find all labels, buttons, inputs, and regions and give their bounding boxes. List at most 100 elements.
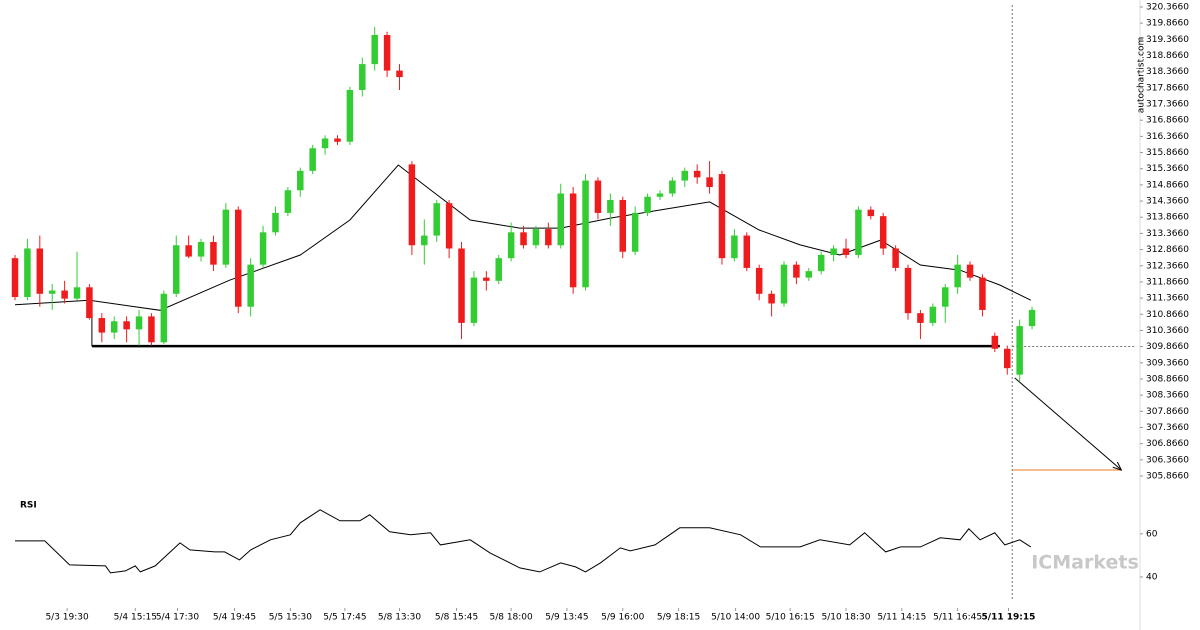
candle-body	[991, 335, 999, 349]
candle-body	[842, 248, 850, 255]
candle-body	[780, 264, 788, 304]
y-tick-label: 316.3660	[1146, 132, 1189, 142]
candle-body	[483, 277, 490, 281]
x-tick-label: 5/9 18:15	[657, 613, 700, 623]
candle-body	[495, 258, 502, 281]
y-tick-label: 313.8660	[1146, 213, 1189, 223]
candle-body	[86, 287, 93, 319]
candle-body	[718, 174, 726, 259]
candle-body	[172, 245, 180, 294]
candle-body	[110, 321, 118, 333]
candle-body	[321, 138, 329, 149]
candle-body	[396, 70, 403, 78]
x-tick-label: 5/11 19:15	[982, 613, 1036, 623]
x-tick-label: 5/5 15:30	[269, 613, 313, 623]
x-tick-label: 5/10 18:30	[821, 613, 870, 623]
candle-body	[569, 193, 577, 288]
y-tick-label: 318.8660	[1146, 51, 1189, 61]
y-tick-label: 320.3660	[1146, 3, 1189, 13]
candle-body	[421, 235, 428, 246]
x-tick-label: 5/4 19:45	[213, 613, 256, 623]
candle-body	[917, 313, 924, 323]
candle-body	[235, 209, 242, 307]
candle-body	[259, 232, 267, 265]
y-tick-label: 314.8660	[1146, 180, 1189, 190]
candle-body	[545, 229, 552, 246]
x-tick-label: 5/8 18:00	[489, 613, 533, 623]
candle-body	[644, 196, 651, 213]
candle-body	[979, 277, 986, 310]
x-tick-label: 5/8 13:30	[378, 613, 422, 623]
candle-body	[817, 254, 825, 272]
rsi-tick-label: 60	[1146, 529, 1158, 539]
candle-body	[197, 242, 205, 257]
y-tick-label: 319.3660	[1146, 35, 1189, 45]
candle-body	[631, 212, 639, 252]
y-tick-label: 311.8660	[1146, 277, 1189, 287]
logo-text: ICMarkets	[1031, 552, 1139, 574]
candle-body	[123, 321, 130, 330]
candle-body	[1003, 348, 1011, 369]
candle-body	[160, 293, 168, 343]
y-tick-label: 315.3660	[1146, 164, 1189, 174]
candle-body	[334, 138, 341, 142]
x-tick-label: 5/11 14:15	[877, 613, 926, 623]
y-tick-label: 317.3660	[1146, 100, 1189, 110]
candle-body	[879, 216, 887, 249]
candle-body	[681, 170, 689, 181]
y-tick-label: 310.3660	[1146, 326, 1189, 336]
candle-body	[185, 245, 192, 257]
x-tick-label: 5/9 16:00	[601, 613, 645, 623]
y-tick-label: 310.8660	[1146, 310, 1189, 320]
rsi-line	[15, 509, 1032, 574]
candle-body	[210, 242, 217, 265]
y-tick-label: 311.3660	[1146, 294, 1189, 304]
y-tick-label: 309.8660	[1146, 342, 1189, 352]
candle-body	[371, 35, 378, 65]
candle-body	[73, 287, 81, 299]
candle-body	[297, 170, 304, 191]
x-tick-label: 5/8 15:45	[435, 613, 478, 623]
y-tick-label: 316.8660	[1146, 116, 1189, 126]
y-tick-label: 307.8660	[1146, 407, 1189, 417]
candle-body	[706, 177, 713, 188]
candle-body	[222, 209, 230, 265]
y-tick-label: 312.3660	[1146, 261, 1189, 271]
y-tick-label: 308.3660	[1146, 391, 1189, 401]
x-tick-label: 5/11 16:45	[933, 613, 982, 623]
x-tick-label: 5/4 15:15	[114, 613, 157, 623]
candle-body	[36, 248, 44, 294]
candle-body	[904, 267, 912, 314]
candle-body	[98, 318, 106, 333]
candle-body	[135, 316, 143, 330]
candle-body	[768, 293, 775, 304]
candle-body	[247, 264, 254, 307]
candle-body	[805, 271, 813, 278]
candle-body	[929, 306, 937, 323]
candle-body	[520, 232, 527, 246]
x-tick-label: 5/10 16:15	[766, 613, 815, 623]
candle-body	[619, 199, 627, 252]
candle-body	[793, 264, 800, 278]
x-tick-label: 5/5 17:45	[323, 613, 366, 623]
candle-body	[855, 209, 862, 255]
y-tick-label: 318.3660	[1146, 67, 1189, 77]
candle-body	[11, 258, 19, 298]
candle-body	[755, 267, 763, 294]
y-tick-label: 319.8660	[1146, 19, 1189, 29]
candle-body	[309, 148, 316, 171]
candle-body	[507, 232, 515, 259]
y-tick-label: 309.3660	[1146, 358, 1189, 368]
y-tick-label: 317.8660	[1146, 83, 1189, 93]
candle-body	[607, 199, 614, 213]
candle-body	[557, 193, 564, 246]
candle-body	[148, 316, 155, 343]
candle-body	[954, 264, 961, 288]
candle-body	[731, 235, 738, 259]
candle-body	[743, 235, 751, 268]
candle-body	[383, 35, 391, 71]
candle-body	[1016, 326, 1023, 375]
candle-body	[1028, 309, 1036, 327]
